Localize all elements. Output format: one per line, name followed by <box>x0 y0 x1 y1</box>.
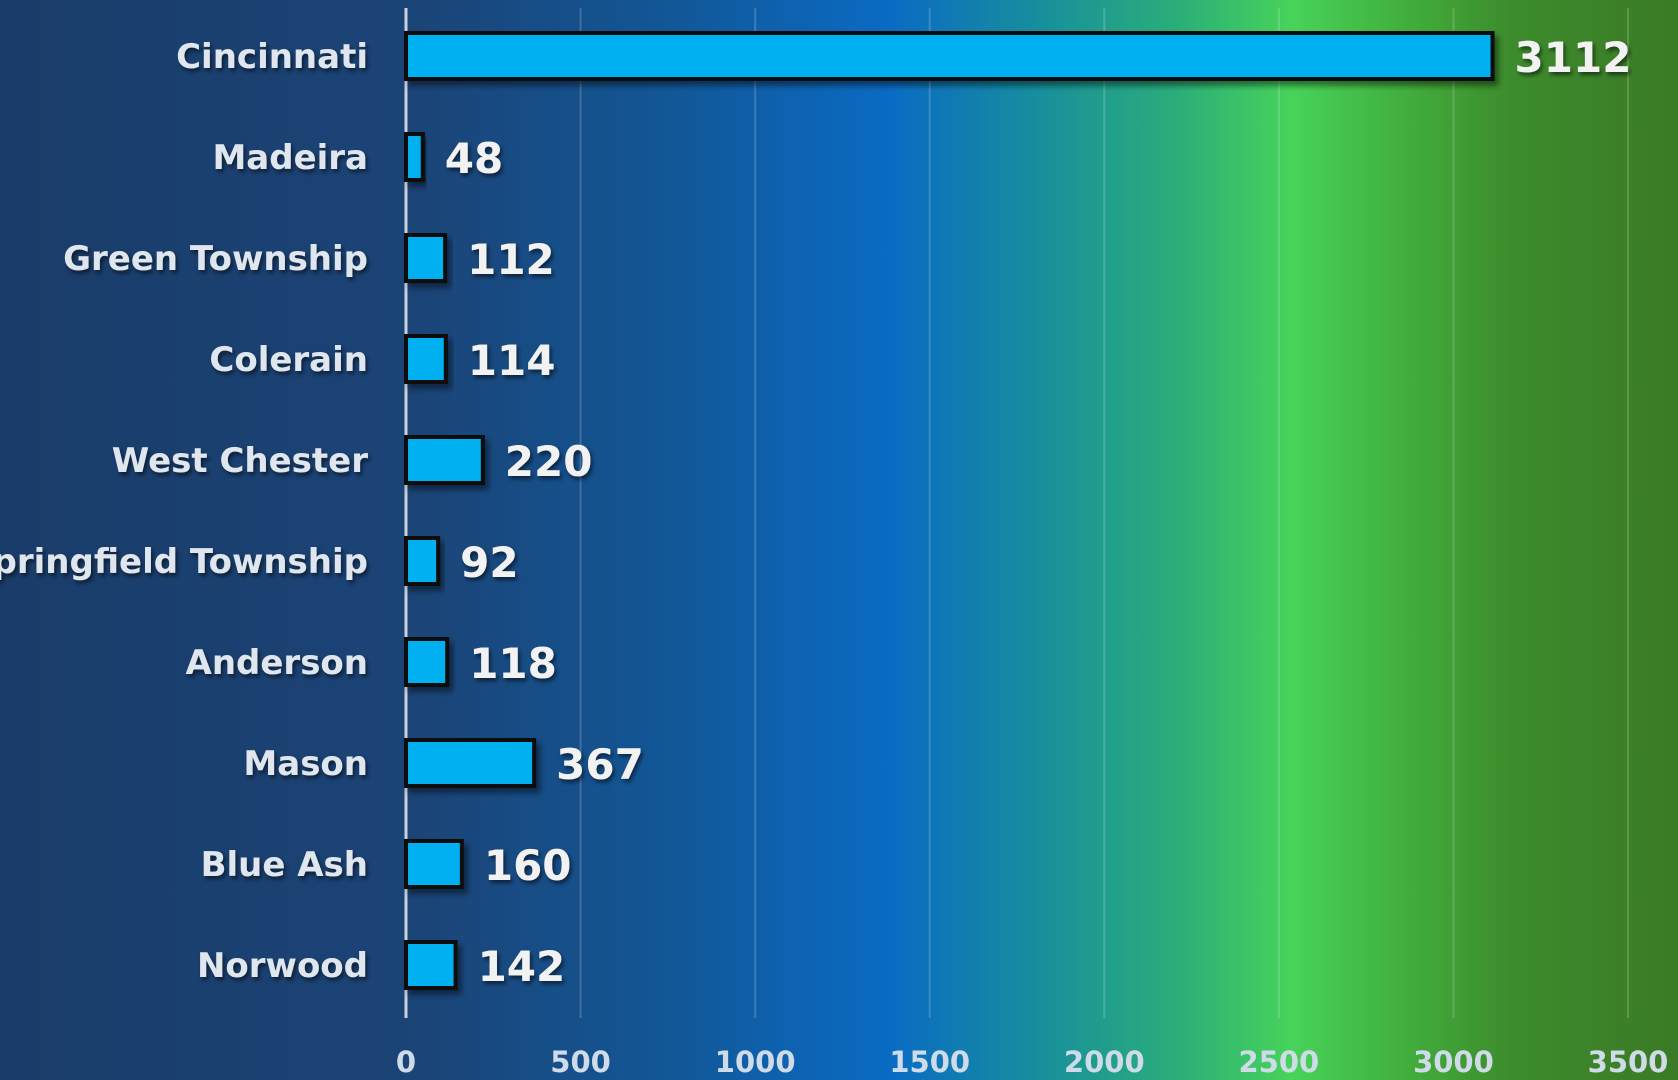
value-label: 220 <box>505 437 593 486</box>
labels: 0 500 1000 1500 2000 2500 3000 3500 Cincinnati 31… <box>0 33 1668 1079</box>
category-label: Anderson <box>186 643 368 683</box>
category-label: Norwood <box>197 946 368 986</box>
category-label: Blue Ash <box>201 845 368 885</box>
x-tick-label: 500 <box>550 1045 611 1079</box>
x-tick-label: 3500 <box>1588 1045 1669 1079</box>
category-label: Springfield Township <box>0 542 368 582</box>
category-label: Cincinnati <box>176 37 368 77</box>
value-label: 367 <box>556 740 644 789</box>
bar-blue-ash <box>404 839 464 889</box>
x-tick-label: 1500 <box>889 1045 970 1079</box>
bar-mason <box>404 738 537 788</box>
category-label: Madeira <box>212 138 368 178</box>
bar-norwood <box>404 940 458 990</box>
x-tick-label: 0 <box>396 1045 416 1079</box>
value-label: 92 <box>460 538 518 587</box>
value-label: 114 <box>468 336 556 385</box>
category-label: Colerain <box>209 340 368 380</box>
bars <box>404 31 1495 990</box>
bar-west-chester <box>404 435 485 485</box>
bar-madeira <box>404 132 425 182</box>
bar-springfield-township <box>404 536 441 586</box>
value-label: 142 <box>478 942 566 991</box>
x-tick-label: 3000 <box>1413 1045 1494 1079</box>
x-tick-label: 2000 <box>1064 1045 1145 1079</box>
value-label: 160 <box>484 841 572 890</box>
bar-green-township <box>404 233 448 283</box>
gridlines <box>579 8 1629 1018</box>
value-label: 3112 <box>1515 33 1632 82</box>
x-tick-label: 2500 <box>1238 1045 1319 1079</box>
bar-cincinnati <box>404 31 1495 81</box>
x-tick-label: 1000 <box>715 1045 796 1079</box>
bar-anderson <box>404 637 450 687</box>
value-label: 48 <box>445 134 503 183</box>
value-label: 118 <box>469 639 557 688</box>
category-label: Green Township <box>63 239 368 279</box>
category-label: Mason <box>243 744 368 784</box>
category-label: West Chester <box>112 441 368 481</box>
value-label: 112 <box>467 235 555 284</box>
bar-colerain <box>404 334 448 384</box>
